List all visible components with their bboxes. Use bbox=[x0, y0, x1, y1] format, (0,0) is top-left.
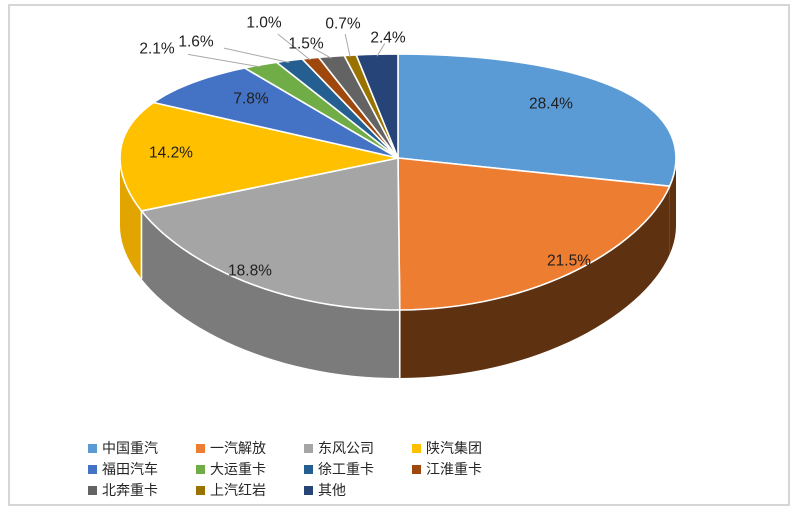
legend-label: 上汽红岩 bbox=[210, 482, 266, 498]
data-label: 28.4% bbox=[529, 96, 573, 113]
legend-item-6[interactable]: 徐工重卡 bbox=[304, 459, 412, 480]
legend-label: 徐工重卡 bbox=[318, 461, 374, 477]
legend-label: 福田汽车 bbox=[102, 461, 158, 477]
pie-slice-side-1 bbox=[399, 186, 670, 378]
data-label: 1.6% bbox=[178, 34, 214, 51]
legend-label: 陕汽集团 bbox=[426, 440, 482, 456]
pie-slice-4[interactable] bbox=[152, 67, 399, 159]
data-label: 21.5% bbox=[547, 253, 591, 270]
legend-label: 东风公司 bbox=[318, 440, 374, 456]
data-label: 2.4% bbox=[370, 30, 406, 47]
legend-swatch bbox=[88, 465, 97, 474]
data-label: 18.8% bbox=[228, 263, 272, 280]
data-label: 0.7% bbox=[325, 16, 361, 33]
leader-line bbox=[187, 53, 261, 68]
pie-slice-1[interactable] bbox=[397, 157, 671, 311]
leader-line bbox=[223, 47, 290, 64]
legend-item-2[interactable]: 东风公司 bbox=[304, 438, 412, 459]
legend-swatch bbox=[196, 486, 205, 495]
legend-label: 一汽解放 bbox=[210, 440, 266, 456]
legend-item-7[interactable]: 江淮重卡 bbox=[412, 459, 520, 480]
pie-slice-side-0 bbox=[669, 158, 676, 255]
legend-label: 其他 bbox=[318, 482, 346, 498]
data-label: 14.2% bbox=[149, 145, 193, 162]
pie-slice-side-2 bbox=[141, 210, 400, 378]
pie-slice-3[interactable] bbox=[119, 101, 399, 212]
data-label: 1.5% bbox=[288, 36, 324, 53]
legend-label: 中国重汽 bbox=[102, 440, 158, 456]
legend-item-8[interactable]: 北奔重卡 bbox=[88, 480, 196, 501]
legend-label: 北奔重卡 bbox=[102, 482, 158, 498]
data-label: 7.8% bbox=[233, 91, 269, 108]
chart-legend: 中国重汽 一汽解放 东风公司 陕汽集团福田汽车 大运重卡 徐工重卡 江淮重卡北奔重卡 上汽红岩… bbox=[88, 438, 538, 501]
legend-swatch bbox=[304, 465, 313, 474]
legend-item-10[interactable]: 其他 bbox=[304, 480, 412, 501]
data-label: 1.0% bbox=[246, 15, 282, 32]
legend-item-9[interactable]: 上汽红岩 bbox=[196, 480, 304, 501]
legend-swatch bbox=[412, 465, 421, 474]
legend-swatch bbox=[412, 444, 421, 453]
pie-slice-10[interactable] bbox=[355, 53, 399, 159]
legend-swatch bbox=[196, 465, 205, 474]
pie-slice-side-3 bbox=[120, 158, 142, 279]
legend-item-3[interactable]: 陕汽集团 bbox=[412, 438, 520, 459]
leader-line bbox=[376, 43, 386, 57]
legend-label: 大运重卡 bbox=[210, 461, 266, 477]
leader-line bbox=[277, 33, 311, 61]
legend-swatch bbox=[304, 486, 313, 495]
legend-item-0[interactable]: 中国重汽 bbox=[88, 438, 196, 459]
pie-slice-2[interactable] bbox=[140, 157, 401, 311]
pie-slice-0[interactable] bbox=[397, 53, 677, 188]
data-label: 2.1% bbox=[139, 41, 175, 58]
legend-swatch bbox=[196, 444, 205, 453]
legend-label: 江淮重卡 bbox=[426, 461, 482, 477]
legend-item-5[interactable]: 大运重卡 bbox=[196, 459, 304, 480]
legend-item-4[interactable]: 福田汽车 bbox=[88, 459, 196, 480]
leader-line bbox=[344, 33, 351, 58]
legend-swatch bbox=[88, 486, 97, 495]
legend-swatch bbox=[88, 444, 97, 453]
leader-line bbox=[313, 47, 332, 59]
legend-item-1[interactable]: 一汽解放 bbox=[196, 438, 304, 459]
legend-swatch bbox=[304, 444, 313, 453]
